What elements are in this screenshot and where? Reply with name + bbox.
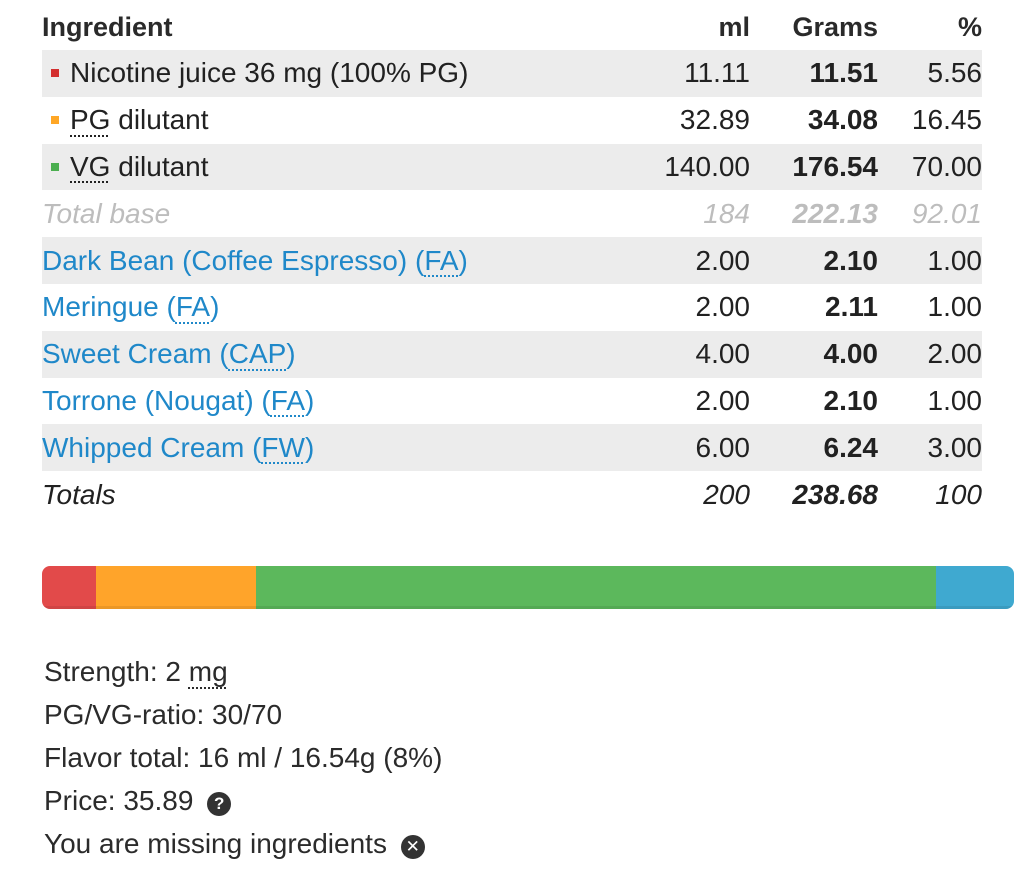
table-row-flavor: Sweet Cream (CAP) 4.00 4.00 2.00	[42, 330, 983, 378]
close-circle-icon[interactable]: ✕	[400, 835, 425, 859]
grams-value: 2.11	[825, 291, 878, 323]
mix-bar-segment-pg	[96, 566, 256, 609]
pg-abbreviation[interactable]: PG	[70, 104, 111, 136]
table-header-row: Ingredient ml Grams %	[42, 4, 982, 50]
ingredient-name: dilutant	[110, 104, 209, 136]
table-row-totals: Totals 200 238.68 100	[42, 471, 982, 518]
flavor-name-close: )	[304, 431, 315, 463]
grams-value: 34.08	[807, 104, 878, 136]
ml-value: 184	[703, 197, 750, 229]
ml-value: 200	[703, 478, 750, 510]
price-line: Price: 35.89 ?	[44, 779, 442, 822]
flavor-link[interactable]: Dark Bean (Coffee Espresso) (FA)	[42, 237, 642, 284]
header-percent: %	[957, 11, 982, 42]
mix-bar-segment-flavor	[936, 566, 1014, 609]
pg-color-swatch	[51, 116, 59, 125]
flavor-name[interactable]: Meringue (	[42, 291, 176, 323]
flavor-name-close: )	[458, 244, 468, 276]
table-row-flavor: Whipped Cream (FW) 6.00 6.24 3.00	[42, 424, 983, 472]
flavor-name[interactable]: Whipped Cream (	[42, 431, 262, 463]
vendor-abbreviation[interactable]: FW	[261, 431, 305, 463]
strength-unit-abbreviation[interactable]: mg	[188, 656, 228, 687]
grams-value: 4.00	[823, 338, 879, 370]
ml-value: 32.89	[679, 104, 750, 136]
question-icon[interactable]: ?	[207, 792, 232, 816]
missing-text: You are missing ingredients	[44, 828, 387, 859]
mix-bar-segment-vg	[255, 566, 937, 609]
flavor-total-line: Flavor total: 16 ml / 16.54g (8%)	[44, 742, 443, 773]
flavor-name[interactable]: Dark Bean (Coffee Espresso) (	[42, 244, 425, 276]
price-text: Price: 35.89	[44, 785, 194, 816]
recipe-table: Ingredient ml Grams % Nicotine juice 36 …	[42, 4, 982, 518]
ml-value: 2.00	[695, 384, 751, 416]
grams-value: 238.68	[792, 478, 878, 510]
table-row-flavor: Dark Bean (Coffee Espresso) (FA) 2.00 2.…	[42, 237, 982, 284]
totals-label: Totals	[42, 478, 116, 510]
table-row-flavor: Torrone (Nougat) (FA) 2.00 2.10 1.00	[42, 377, 983, 425]
percent-value: 1.00	[927, 291, 983, 323]
flavor-name[interactable]: Torrone (Nougat) (	[42, 384, 271, 416]
ingredient-name: dilutant	[110, 150, 209, 182]
percent-value: 3.00	[927, 431, 983, 463]
vendor-abbreviation[interactable]: FA	[175, 291, 211, 323]
percent-value: 2.00	[927, 338, 983, 370]
total-base-label: Total base	[42, 197, 171, 229]
header-grams: Grams	[792, 11, 878, 42]
ingredient-cell: VG dilutant	[42, 144, 642, 191]
table-row-vg: VG dilutant 140.00 176.54 70.00	[42, 143, 982, 191]
strength-line: Strength: 2 mg	[44, 650, 442, 693]
percent-value: 100	[935, 478, 982, 510]
percent-value: 70.00	[911, 150, 982, 182]
ml-value: 6.00	[695, 431, 751, 463]
flavor-link[interactable]: Whipped Cream (FW)	[42, 424, 642, 471]
vg-abbreviation[interactable]: VG	[70, 150, 111, 182]
ingredient-cell: PG dilutant	[42, 97, 642, 144]
vendor-abbreviation[interactable]: CAP	[228, 338, 287, 370]
grams-value: 2.10	[823, 384, 879, 416]
ratio-line: PG/VG-ratio: 30/70	[44, 699, 283, 730]
ml-value: 2.00	[695, 291, 751, 323]
table-row-pg: PG dilutant 32.89 34.08 16.45	[42, 96, 982, 144]
ingredient-cell: Nicotine juice 36 mg (100% PG)	[42, 50, 642, 97]
table-row-flavor: Meringue (FA) 2.00 2.11 1.00	[42, 283, 983, 331]
flavor-link[interactable]: Sweet Cream (CAP)	[42, 331, 642, 378]
flavor-name-close: )	[210, 291, 220, 323]
mix-composition-bar	[42, 566, 1014, 609]
percent-value: 16.45	[911, 104, 982, 136]
ml-value: 4.00	[695, 338, 751, 370]
grams-value: 11.51	[809, 57, 878, 89]
flavor-name-close: )	[305, 384, 315, 416]
percent-value: 1.00	[927, 244, 983, 276]
grams-value: 176.54	[792, 150, 878, 182]
flavor-link[interactable]: Torrone (Nougat) (FA)	[42, 378, 642, 425]
ml-value: 11.11	[684, 57, 750, 89]
percent-value: 1.00	[927, 384, 983, 416]
vg-color-swatch	[51, 162, 59, 171]
grams-value: 6.24	[823, 431, 879, 463]
flavor-name[interactable]: Sweet Cream (	[42, 338, 229, 370]
grams-value: 222.13	[792, 197, 878, 229]
header-ml: ml	[718, 11, 750, 42]
header-ingredient: Ingredient	[42, 11, 173, 42]
mix-bar-segment-nicotine	[42, 566, 97, 609]
strength-text: Strength: 2	[44, 656, 189, 687]
percent-value: 92.01	[911, 197, 982, 229]
table-row-total-base: Total base 184 222.13 92.01	[42, 190, 982, 238]
grams-value: 2.10	[823, 244, 879, 276]
table-row-nicotine: Nicotine juice 36 mg (100% PG) 11.11 11.…	[42, 50, 982, 97]
missing-line: You are missing ingredients ✕	[44, 822, 442, 865]
vendor-abbreviation[interactable]: FA	[424, 244, 459, 276]
flavor-name-close: )	[286, 338, 296, 370]
ml-value: 2.00	[695, 244, 751, 276]
nicotine-color-swatch	[51, 69, 59, 78]
recipe-summary: Strength: 2 mg PG/VG-ratio: 30/70 Flavor…	[44, 650, 442, 865]
flavor-link[interactable]: Meringue (FA)	[42, 284, 642, 331]
ml-value: 140.00	[664, 150, 750, 182]
percent-value: 5.56	[927, 57, 983, 89]
ingredient-name: Nicotine juice 36 mg (100% PG)	[70, 57, 469, 89]
vendor-abbreviation[interactable]: FA	[270, 384, 305, 416]
